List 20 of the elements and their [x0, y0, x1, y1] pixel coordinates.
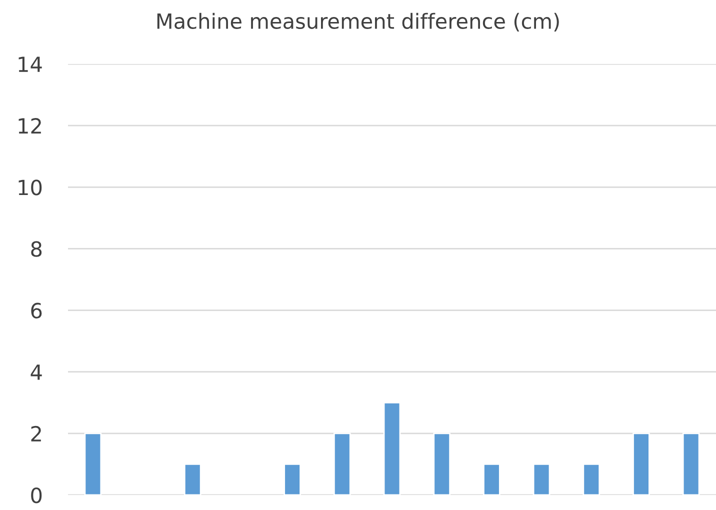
- bar: [84, 432, 102, 495]
- y-tick-label: 8: [31, 241, 42, 257]
- bar: [284, 464, 301, 495]
- chart-title: Machine measurement difference (cm): [157, 12, 559, 32]
- bar: [682, 432, 700, 495]
- bar: [184, 464, 202, 495]
- y-tick-label: 2: [31, 426, 41, 442]
- y-tick-label: 12: [18, 118, 41, 134]
- y-tick-label: 0: [31, 487, 42, 504]
- bar: [632, 432, 650, 495]
- y-tick-label: 4: [30, 364, 42, 380]
- y-tick-label: 14: [18, 56, 42, 72]
- y-tick-label: 10: [18, 180, 42, 196]
- bar: [532, 464, 550, 495]
- bar: [333, 432, 351, 495]
- bar: [483, 464, 500, 495]
- bar: [383, 402, 401, 495]
- y-tick-label: 6: [31, 302, 42, 318]
- bar: [582, 464, 600, 495]
- bar: [433, 432, 451, 495]
